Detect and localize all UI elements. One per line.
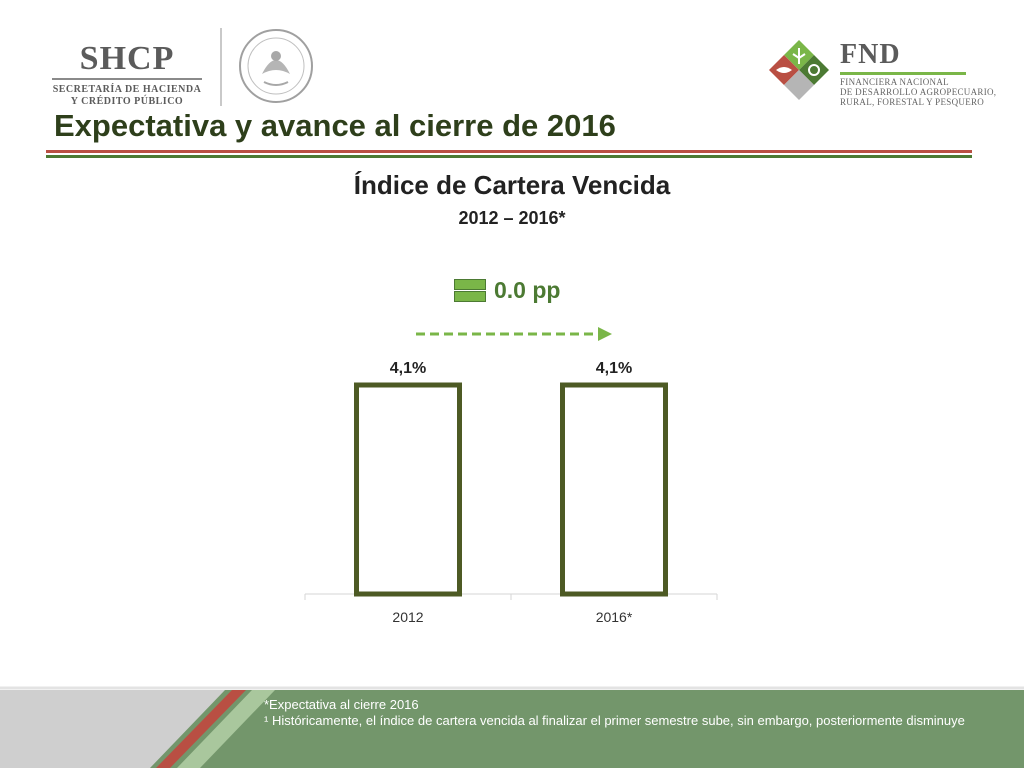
data-label: 4,1% (390, 360, 426, 377)
fnd-logo-rule (840, 72, 966, 75)
footer-band-gray (0, 690, 225, 768)
title-rule-green (46, 155, 972, 158)
footer-band-red (156, 690, 246, 768)
shcp-logo: SHCP SECRETARÍA DE HACIENDA Y CRÉDITO PÚ… (52, 40, 202, 110)
footer-note-1: *Expectativa al cierre 2016 (264, 697, 419, 712)
bar-2016* (560, 382, 668, 597)
shcp-logo-line2: Y CRÉDITO PÚBLICO (70, 96, 184, 107)
logo-divider (220, 28, 222, 106)
fnd-diamond-icon (768, 38, 830, 100)
x-tick-label: 2012 (392, 609, 423, 625)
bar-2012 (354, 382, 462, 597)
footer-notes: *Expectativa al cierre 2016 ¹ Históricam… (264, 697, 1004, 729)
fnd-logo-word: FND (840, 39, 901, 70)
national-seal-icon (239, 29, 313, 103)
fnd-logo: FND FINANCIERA NACIONAL DE DESARROLLO AG… (766, 32, 996, 107)
chart-subtitle: 2012 – 2016* (458, 208, 566, 228)
fnd-logo-line2: DE DESARROLLO AGROPECUARIO, (840, 87, 997, 97)
shcp-logo-line1: SECRETARÍA DE HACIENDA (52, 84, 202, 95)
page-title: Expectativa y avance al cierre de 2016 (54, 108, 616, 143)
footer-band-light-green (177, 690, 275, 768)
change-value: 0.0 pp (494, 277, 561, 303)
title-rule-red (46, 150, 972, 153)
chart-title: Índice de Cartera Vencida (353, 170, 671, 200)
fnd-logo-line1: FINANCIERA NACIONAL (840, 77, 949, 87)
shcp-logo-word: SHCP (79, 40, 175, 77)
data-label: 4,1% (596, 360, 632, 377)
x-tick-label: 2016* (596, 609, 633, 625)
fnd-logo-line3: RURAL, FORESTAL Y PESQUERO (840, 97, 985, 107)
trend-arrow-icon (416, 327, 612, 341)
equal-sign-icon (454, 279, 486, 303)
shcp-logo-rule (52, 78, 202, 80)
footer-note-2: ¹ Históricamente, el índice de cartera v… (264, 713, 965, 728)
